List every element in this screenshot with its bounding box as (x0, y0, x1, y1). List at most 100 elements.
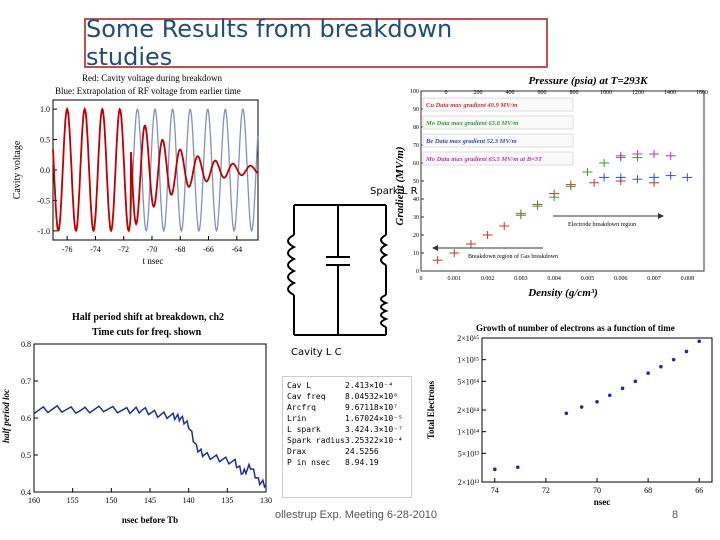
gradient-legend-box (422, 115, 574, 130)
electrons-ytick-label: 2×10¹³ (458, 478, 480, 487)
phase-ylabel: half period loc (1, 389, 11, 443)
gradient-top-ticks: 0 200 400 600 800 1000 1200 1400 1600 (445, 90, 709, 96)
phase-x-ticks: 160 155 150 145 140 135 130 (28, 488, 272, 505)
gradient-xtick-label: 0.005 (581, 276, 595, 282)
gradient-top-tick: 0 (445, 90, 448, 96)
electrons-xtick-label: 74 (491, 486, 499, 495)
electrons-title: Growth of number of electrons as a funct… (476, 323, 675, 333)
electrons-xtick-label: 66 (695, 486, 703, 495)
param-row: Arcfrq 9.67118×10⁷ (287, 403, 398, 412)
gradient-top-tick: 200 (474, 90, 483, 96)
electrons-point (515, 465, 520, 470)
electrons-point (633, 379, 638, 384)
gradient-xtick-label: 0.003 (514, 276, 528, 282)
electrons-point (492, 467, 497, 472)
cavity-legend-blue: Blue: Extrapolation of RF voltage from e… (55, 86, 241, 96)
cavity-red-series (52, 106, 259, 233)
phase-plot-frame (33, 343, 267, 493)
phase-y-ticks: 0.8 0.7 0.6 0.5 0.4 (21, 340, 38, 497)
gradient-ytick-label: 10 (413, 251, 419, 257)
phase-xtick-label: 140 (183, 496, 195, 505)
gradient-xtick-label: 0.001 (448, 276, 462, 282)
electrons-ytick-label: 1×10¹⁴ (457, 428, 479, 437)
gradient-points (432, 150, 693, 265)
electrons-point (564, 411, 569, 416)
gradient-legend-box (422, 97, 574, 112)
phase-series (33, 404, 267, 489)
cavity-ytick-label: -1.0 (37, 227, 50, 236)
param-row: Spark radius 3.25322×10⁻⁴ (287, 436, 403, 445)
phase-xtick-label: 150 (105, 496, 117, 505)
electrons-xlabel: nsec (594, 497, 611, 507)
electrons-plot-frame (481, 337, 713, 483)
gradient-ytick-label: 90 (413, 107, 419, 113)
param-row: Drax 24.5256 (287, 447, 379, 456)
cavity-ytick-label: 1.0 (40, 105, 50, 114)
electrons-point (607, 393, 612, 398)
gradient-ytick-label: 100 (410, 89, 419, 95)
cavity-x-ticks: -76 -74 -72 -70 -68 -66 -64 (62, 236, 242, 254)
electrons-ytick-label: 5×10¹⁴ (457, 377, 479, 386)
inductor-left (287, 234, 297, 296)
electrons-points (492, 339, 702, 472)
param-row: Cav L 2.413×10⁻⁴ (287, 381, 394, 390)
electrons-point (620, 386, 625, 391)
gradient-legend-box (422, 151, 574, 166)
gradient-top-tick: 800 (570, 90, 579, 96)
param-row: P in nsec 8.94.19 (287, 458, 379, 467)
gradient-top-tick: 600 (538, 90, 547, 96)
electrons-ytick-label: 5×10¹³ (458, 449, 480, 458)
gradient-ytick-label: 20 (413, 233, 419, 239)
gradient-xtick-label: 0.007 (647, 276, 661, 282)
electrons-point (684, 349, 689, 354)
electrons-ytick-label: 2×10¹⁵ (457, 334, 479, 343)
circuit-diagram (287, 204, 389, 336)
gradient-ytick-label: 80 (413, 125, 419, 131)
phase-ytick-label: 0.4 (21, 488, 31, 497)
electrons-xtick-label: 68 (644, 486, 652, 495)
cavity-voltage-chart: 1.00.50.0-0.5-1.0 -76 -74 -72 -70 -68 -66 -64 … (12, 99, 259, 266)
electrons-point (697, 339, 702, 344)
cavity-xtick-label: -66 (203, 245, 214, 254)
gradient-ytick-label: 30 (413, 215, 419, 221)
phase-xtick-label: 160 (28, 496, 40, 505)
gradient-legend-entry: Cu Data max gradient 49.9 MV/m (426, 102, 517, 109)
cavity-xtick-label: -70 (147, 245, 158, 254)
gradient-legend-entry: Mo Data max gradient 65.5 MV/m at B=3T (425, 156, 543, 163)
cavity-ylabel: Cavity voltage (12, 140, 23, 199)
phase-chart: 0.8 0.7 0.6 0.5 0.4 160 155 150 145 140 135 130 ha… (1, 340, 272, 525)
gradient-ylabel: Gradient (MV/m) (394, 146, 406, 225)
electrons-ytick-label: 1×10¹⁵ (457, 356, 479, 365)
gradient-legend: Cu Data max gradient 49.9 MV/m Mo Data ma… (422, 97, 574, 166)
electrons-xtick-label: 72 (542, 486, 550, 495)
cavity-legend-red: Red: Cavity voltage during breakdown (82, 73, 222, 83)
phase-xtick-label: 135 (221, 496, 233, 505)
electrons-chart: 2×10¹⁵ 1×10¹⁵ 5×10¹⁴ 2×10¹⁴ 1×10¹⁴ 5×10¹³ 2×10… (426, 334, 713, 507)
gradient-ytick-label: 0 (416, 269, 419, 275)
gradient-xtick-label: 0.008 (681, 276, 695, 282)
gradient-top-tick: 1400 (664, 90, 676, 96)
phase-ytick-label: 0.7 (21, 377, 31, 386)
gradient-ytick-label: 40 (413, 197, 419, 203)
footer-text: ollestrup Exp. Meeting 6-28-2010 (275, 509, 438, 521)
electrons-xtick-label: 70 (593, 486, 601, 495)
cavity-xtick-label: -76 (62, 245, 73, 254)
param-row: Cav freq 8.04532×10⁸ (287, 392, 398, 401)
cavity-xtick-label: -74 (90, 245, 101, 254)
gradient-ytick-label: 50 (413, 179, 419, 185)
gradient-legend-entry: Mo Data max gradient 63.8 MV/m (425, 120, 518, 127)
slide-title: Some Results from breakdown studies (84, 15, 548, 71)
gradient-ytick-label: 60 (413, 161, 419, 167)
gradient-xlabel: Density (g/cm³) (527, 287, 598, 299)
cavity-ytick-label: -0.5 (37, 196, 50, 205)
inductor-right (380, 234, 389, 266)
gradient-ytick-label: 70 (413, 143, 419, 149)
gradient-top-tick: 400 (506, 90, 515, 96)
electrons-point (579, 405, 584, 409)
phase-ytick-label: 0.6 (21, 414, 31, 423)
page-number: 8 (672, 509, 679, 521)
gradient-annot-gas: Breakdown region of Gas breakdown (468, 253, 558, 260)
gradient-legend-box (422, 133, 574, 148)
phase-ytick-label: 0.8 (21, 340, 31, 349)
